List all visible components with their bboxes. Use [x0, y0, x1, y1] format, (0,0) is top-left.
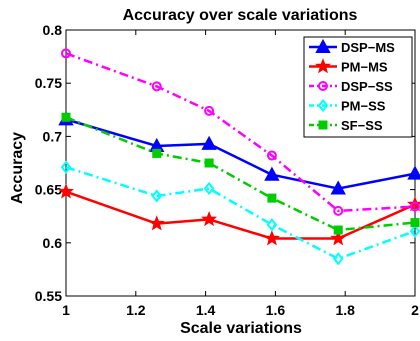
data-point: [330, 230, 347, 246]
data-point: [318, 81, 328, 91]
legend-item: PM−MS: [309, 58, 388, 75]
legend-label: DSP−MS: [341, 40, 395, 55]
x-tick-label: 1.6: [266, 302, 286, 318]
data-point: [264, 166, 280, 181]
data-point: [266, 150, 277, 161]
data-point: [410, 218, 420, 228]
series-3: [60, 160, 420, 266]
legend-label: DSP−SS: [341, 79, 393, 94]
series-1: [58, 183, 420, 246]
data-point: [267, 193, 277, 203]
legend-label: SF−SS: [341, 118, 383, 133]
legend-item: SF−SS: [309, 118, 383, 133]
series-group: [58, 48, 420, 266]
y-tick-label: 0.65: [35, 182, 62, 198]
x-tick-label: 1.2: [126, 302, 146, 318]
x-tick-label: 1.4: [196, 302, 216, 318]
legend-item: PM−SS: [309, 99, 386, 114]
y-tick-label: 0.55: [35, 288, 62, 304]
data-point: [151, 189, 163, 203]
series-line: [65, 52, 416, 213]
x-tick-label: 2: [411, 302, 419, 318]
series-line: [65, 190, 416, 240]
data-point: [266, 218, 278, 232]
data-point: [315, 58, 331, 74]
data-point: [203, 181, 215, 196]
data-point: [204, 105, 215, 116]
data-point: [317, 98, 329, 113]
data-point: [263, 230, 280, 246]
data-point: [152, 148, 162, 158]
data-point: [330, 180, 346, 195]
x-tick-label: 1: [62, 302, 70, 318]
data-point: [333, 225, 343, 235]
legend-item: DSP−SS: [309, 79, 393, 94]
data-point: [58, 183, 74, 199]
series-line: [65, 116, 416, 232]
chart-title: Accuracy over scale variations: [123, 7, 358, 24]
data-point: [407, 165, 420, 180]
legend: DSP−MS PM−MS DSP−SS PM−SS SF−SS: [303, 36, 413, 138]
data-point: [332, 252, 344, 266]
data-point: [151, 81, 162, 92]
data-point: [60, 160, 72, 174]
y-axis-label: Accuracy: [9, 132, 26, 204]
data-point: [315, 38, 331, 53]
y-tick-label: 0.8: [43, 22, 63, 38]
y-tick-label: 0.75: [35, 75, 62, 91]
data-point: [410, 201, 420, 212]
y-tick-label: 0.7: [43, 128, 63, 144]
data-point: [61, 48, 71, 59]
legend-item: DSP−MS: [309, 38, 395, 55]
data-point: [409, 224, 420, 238]
data-point: [204, 158, 214, 168]
legend-label: PM−SS: [341, 99, 386, 114]
series-line: [65, 118, 416, 190]
data-point: [201, 210, 218, 227]
legend-label: PM−MS: [341, 60, 388, 75]
axes: 1 1.2 1.4 1.6 1.8 2 0.55 0.6 0.65 0.7 0.75 0.8: [35, 22, 419, 318]
data-point: [333, 205, 344, 216]
series-line: [65, 166, 416, 261]
x-tick-label: 1.8: [335, 302, 355, 318]
data-point: [148, 215, 165, 231]
y-tick-label: 0.6: [43, 235, 63, 251]
series-2: [61, 48, 420, 216]
series-4: [61, 112, 420, 235]
data-point: [318, 120, 328, 130]
x-axis-label: Scale variations: [180, 320, 302, 337]
data-point: [61, 112, 71, 122]
data-point: [201, 135, 217, 150]
